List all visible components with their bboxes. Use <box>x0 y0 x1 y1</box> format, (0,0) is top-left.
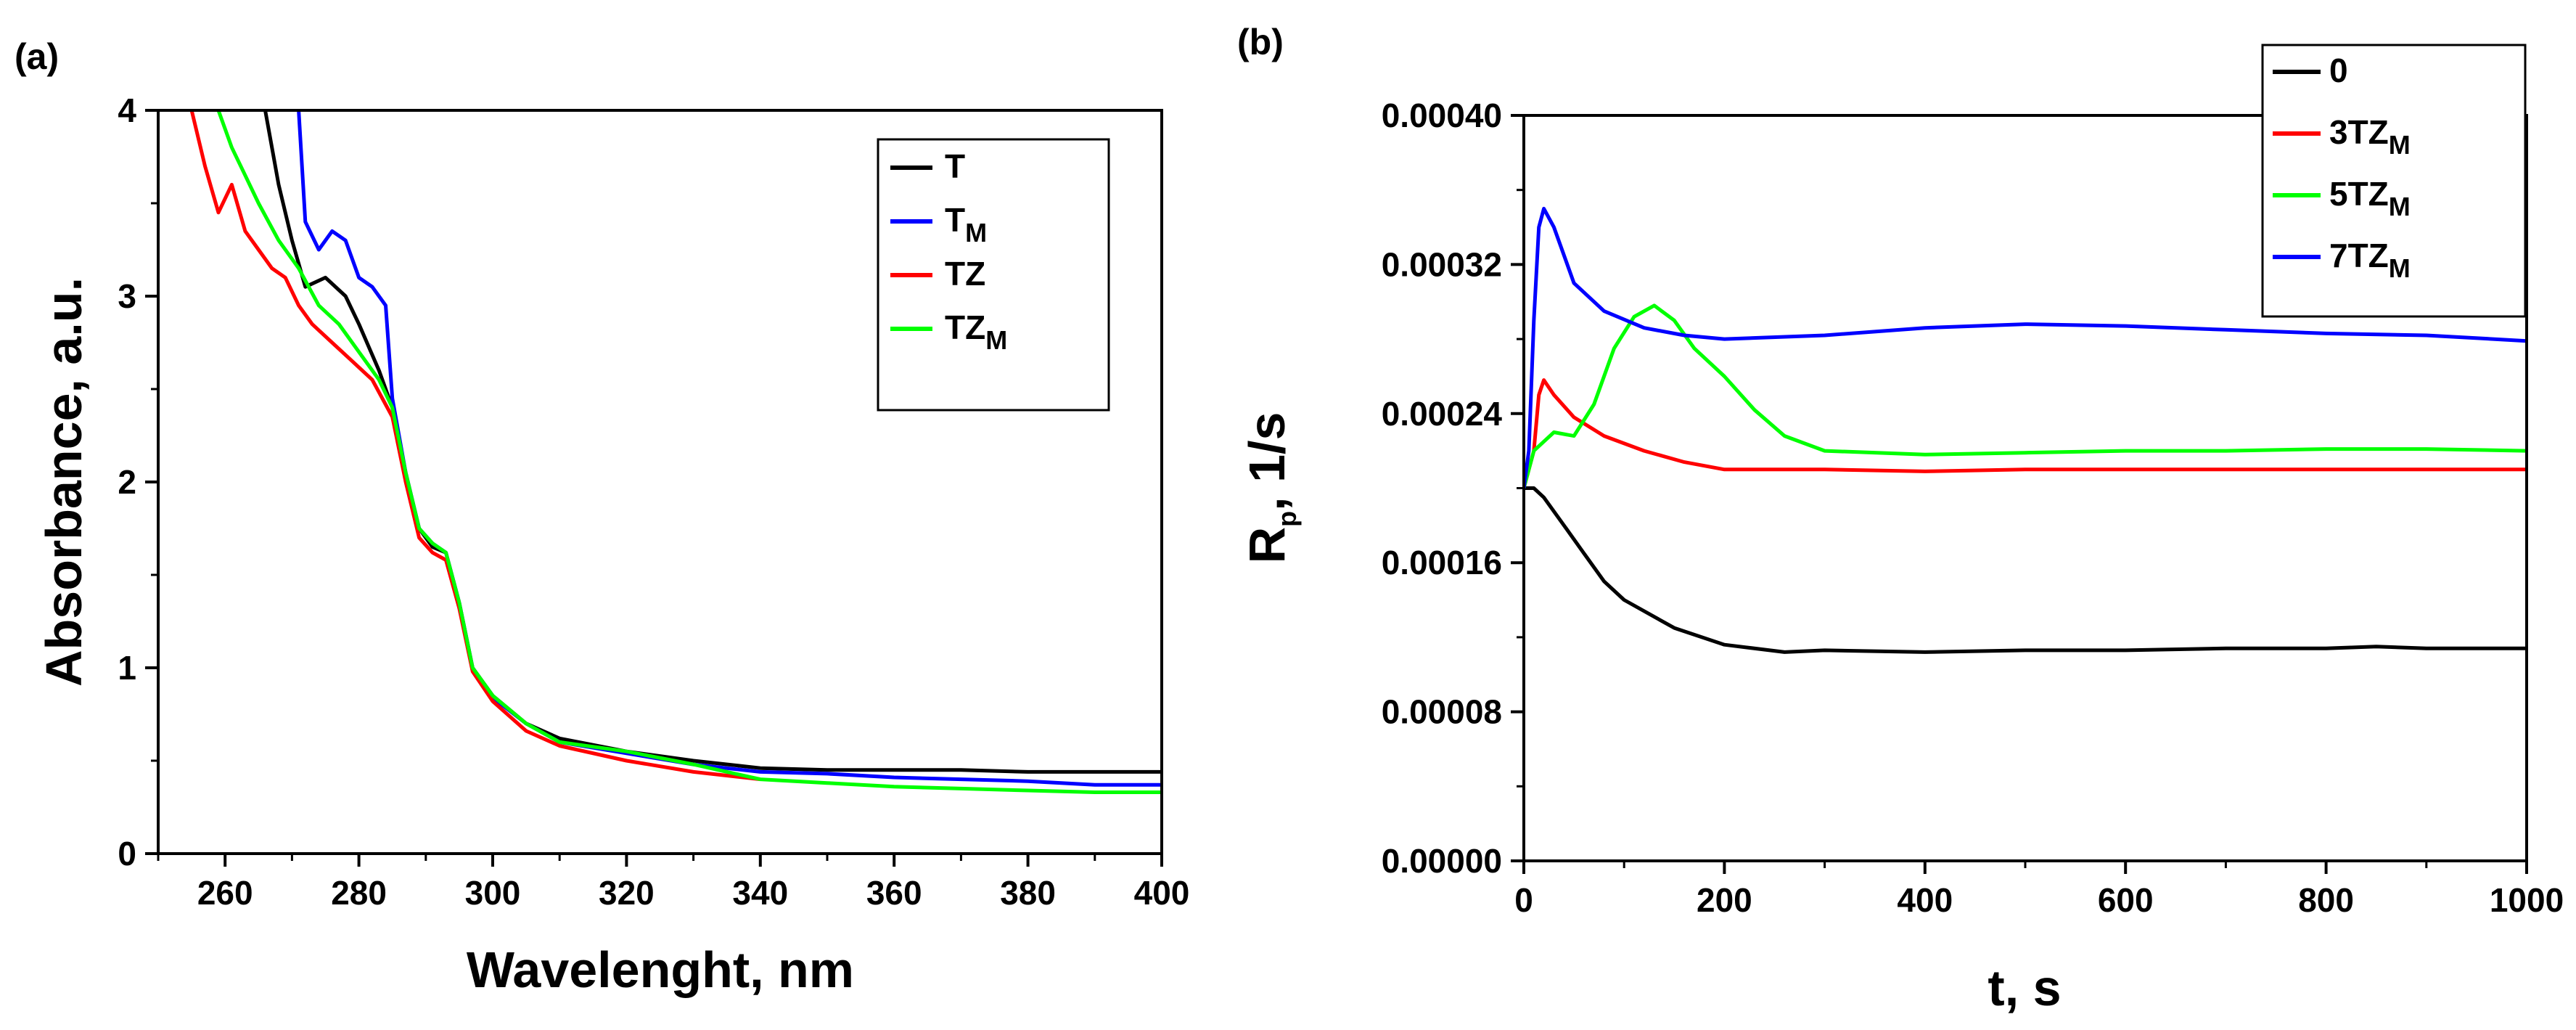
panel-b-ticks: 0 200 400 600 800 1000 0.00000 0.00008 0.00016 0.… <box>1382 97 2564 919</box>
panel-b-x-tick-label: 1000 <box>2490 881 2564 919</box>
panel-b-x-tick-label: 200 <box>1697 881 1752 919</box>
panel-a-y-tick-label: 4 <box>118 91 136 129</box>
panel-a-x-tick-label: 260 <box>197 874 253 912</box>
panel-b-x-tick-label: 800 <box>2298 881 2354 919</box>
panel-b-legend-box <box>2261 44 2527 318</box>
panel-b-series-3tzm <box>1524 378 2527 489</box>
panel-b-y-tick-label: 0.00008 <box>1382 693 1502 731</box>
panel-b-y-tick-label: 0.00016 <box>1382 544 1502 581</box>
panel-a-label: (a) <box>15 36 59 77</box>
panel-a-ticks: 260 280 300 320 340 360 380 400 0 1 2 3 4 <box>118 91 1189 912</box>
panel-b-x-tick-label: 400 <box>1897 881 1953 919</box>
panel-b-legend-label: 5TZM <box>2329 175 2411 221</box>
panel-b-series-group <box>1524 206 2527 654</box>
panel-a-series-tz <box>189 110 761 782</box>
panel-a-y-tick-label: 2 <box>118 463 136 501</box>
panel-a-y-tick-label: 3 <box>118 277 136 315</box>
chart-panel-b: (b) 0 200 400 600 800 1000 0.00000 0.00008 0.000… <box>1237 22 2564 1016</box>
panel-a-legend-label: TZ <box>945 255 985 293</box>
panel-a-x-tick-label: 360 <box>866 874 922 912</box>
panel-b-y-tick-label: 0.00024 <box>1382 395 1503 433</box>
panel-b-series-0 <box>1524 486 2527 654</box>
panel-b-y-tick-label: 0.00000 <box>1382 842 1502 880</box>
chart-panel-a: (a) 260 280 300 320 340 360 380 400 0 1 2 3 4 Wavele… <box>15 36 1189 998</box>
panel-a-legend-label: T <box>945 147 965 185</box>
panel-b-y-tick-label: 0.00040 <box>1382 97 1502 134</box>
panel-a-x-tick-label: 340 <box>732 874 788 912</box>
panel-b-label: (b) <box>1237 22 1284 62</box>
panel-a-series-tzm <box>216 110 1162 794</box>
panel-a-y-axis-title: Absorbance, a.u. <box>36 277 92 687</box>
panel-b-y-axis-title: Rp, 1/s <box>1239 412 1302 564</box>
panel-a-y-tick-label: 1 <box>118 649 136 687</box>
panel-b-series-7tzm <box>1524 206 2527 489</box>
panel-a-x-tick-label: 400 <box>1134 874 1190 912</box>
panel-b-x-tick-label: 0 <box>1514 881 1533 919</box>
panel-b-legend: 0 3TZM 5TZM 7TZM <box>2261 44 2527 318</box>
panel-a-legend: T TM TZ TZM <box>877 138 1110 412</box>
panel-a-x-tick-label: 380 <box>1000 874 1056 912</box>
panel-a-legend-label: TM <box>945 201 987 248</box>
panel-a-legend-label: TZM <box>945 308 1007 355</box>
panel-a-series-group <box>189 110 1162 794</box>
panel-b-legend-label: 7TZM <box>2329 237 2411 283</box>
panel-a-x-tick-label: 280 <box>331 874 387 912</box>
panel-b-legend-label: 0 <box>2329 52 2348 89</box>
panel-a-x-axis-title: Wavelenght, nm <box>467 941 854 998</box>
panel-a-x-tick-label: 300 <box>465 874 521 912</box>
panel-b-x-axis-title: t, s <box>1988 960 2061 1016</box>
panel-b-series-5tzm <box>1524 303 2527 489</box>
panel-a-x-tick-label: 320 <box>599 874 655 912</box>
panel-b-legend-label: 3TZM <box>2329 113 2411 160</box>
panel-a-y-tick-label: 0 <box>118 835 136 872</box>
panel-b-y-tick-label: 0.00032 <box>1382 245 1502 283</box>
panel-b-x-tick-label: 600 <box>2098 881 2154 919</box>
